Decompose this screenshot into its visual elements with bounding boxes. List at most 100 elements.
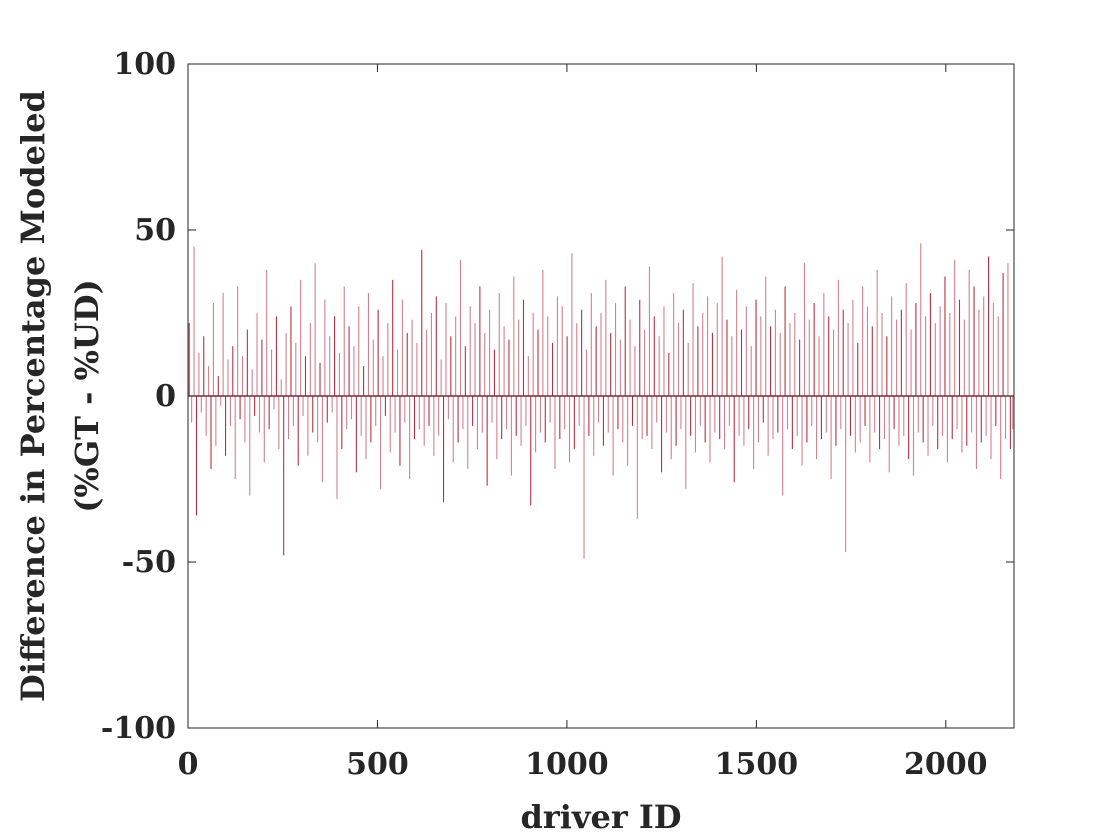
- bar: [554, 396, 556, 470]
- bar: [828, 316, 830, 396]
- bar: [983, 296, 985, 396]
- bar: [324, 299, 326, 396]
- x-axis-label: driver ID: [520, 798, 681, 836]
- bar: [852, 299, 854, 396]
- bar: [530, 396, 532, 506]
- bar: [191, 396, 193, 423]
- bar: [251, 369, 253, 396]
- bar: [280, 379, 282, 396]
- bar: [864, 396, 866, 426]
- bar: [329, 336, 331, 396]
- bar: [886, 336, 888, 396]
- bar: [622, 396, 624, 443]
- bar: [980, 396, 982, 443]
- y-tick-label: 100: [113, 47, 176, 82]
- bar: [949, 313, 951, 396]
- bar: [302, 396, 304, 416]
- bar: [505, 396, 508, 430]
- bar: [464, 346, 466, 396]
- bar: [961, 396, 963, 453]
- bar: [738, 396, 740, 436]
- bar: [217, 376, 219, 396]
- bar: [726, 319, 728, 396]
- bar: [535, 396, 537, 453]
- bar: [668, 352, 670, 396]
- bar: [651, 396, 653, 450]
- bar: [825, 396, 827, 433]
- bar: [956, 396, 958, 430]
- bar: [212, 303, 214, 396]
- bar: [244, 396, 246, 443]
- bar: [491, 396, 493, 423]
- bar: [539, 396, 541, 433]
- bar: [409, 396, 411, 479]
- bar: [680, 396, 682, 430]
- bar: [423, 396, 425, 446]
- bar: [515, 396, 517, 436]
- bar: [883, 396, 885, 440]
- y-axis-label-line2: (%GT - %UD): [68, 279, 106, 512]
- bar: [760, 316, 762, 396]
- bar: [871, 326, 873, 396]
- bar: [978, 309, 980, 396]
- bar: [411, 319, 413, 396]
- bar: [702, 313, 704, 396]
- bar: [396, 349, 399, 396]
- bar: [692, 283, 694, 396]
- bar: [576, 322, 578, 396]
- bar: [898, 396, 900, 446]
- bar: [859, 396, 861, 443]
- bar: [520, 396, 522, 446]
- bar: [723, 396, 726, 450]
- bar: [610, 332, 612, 396]
- bar: [571, 253, 573, 396]
- bar: [944, 276, 946, 396]
- bar: [413, 396, 416, 440]
- bar: [588, 396, 590, 436]
- bar: [845, 396, 847, 553]
- bar: [476, 396, 479, 450]
- bar: [203, 336, 205, 396]
- bar: [602, 396, 604, 446]
- bar: [874, 396, 876, 433]
- bar: [806, 396, 808, 443]
- bar: [193, 246, 195, 396]
- bar: [568, 396, 571, 463]
- bar: [811, 396, 813, 426]
- bar: [239, 396, 241, 420]
- y-axis-label-line1: Difference in Percentage Modeled: [14, 90, 52, 702]
- bar: [629, 319, 631, 396]
- bar: [1009, 396, 1011, 450]
- bar: [326, 396, 328, 423]
- bar: [292, 396, 294, 426]
- bar: [1004, 396, 1007, 440]
- bar: [862, 286, 864, 396]
- bar: [665, 396, 667, 433]
- bar: [585, 349, 588, 396]
- bar: [372, 339, 374, 396]
- bar: [564, 396, 566, 430]
- bar: [469, 306, 471, 396]
- bar: [334, 316, 336, 396]
- bar: [920, 243, 922, 396]
- bar: [849, 396, 852, 436]
- bar: [842, 309, 844, 396]
- bar: [510, 396, 512, 476]
- bar: [847, 322, 849, 396]
- bar: [971, 396, 973, 433]
- bar: [595, 326, 597, 396]
- bar: [755, 299, 757, 396]
- bar: [995, 396, 997, 426]
- bar: [656, 396, 658, 423]
- bar: [452, 396, 454, 463]
- bar: [205, 396, 207, 436]
- bar: [522, 299, 525, 396]
- bar: [552, 342, 554, 396]
- bar: [208, 366, 210, 396]
- bar: [578, 396, 580, 426]
- bar: [954, 259, 956, 396]
- bar: [627, 396, 629, 466]
- bar: [813, 303, 815, 396]
- bar: [353, 346, 355, 396]
- bar: [968, 269, 970, 396]
